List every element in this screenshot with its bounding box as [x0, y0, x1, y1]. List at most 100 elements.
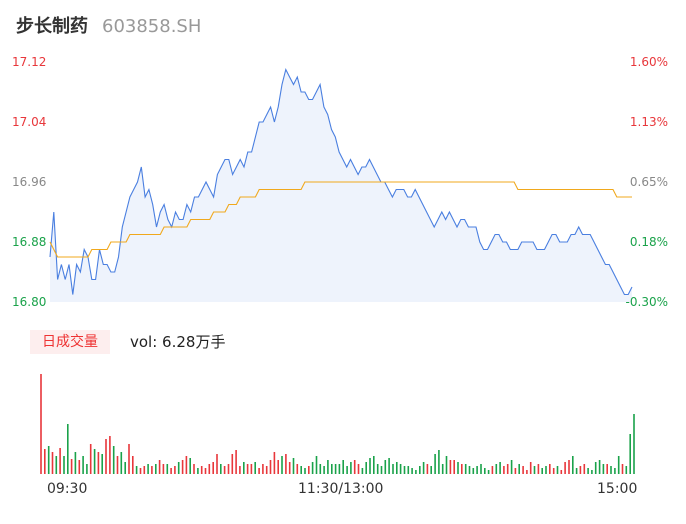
volume-bar — [155, 464, 157, 474]
volume-bar — [415, 470, 417, 474]
volume-bar — [376, 464, 379, 474]
volume-bar — [499, 462, 501, 474]
volume-bar — [223, 466, 226, 474]
volume-bar — [552, 468, 555, 474]
volume-bar — [216, 454, 218, 474]
volume-bar — [327, 460, 329, 474]
volume-bar — [403, 466, 406, 474]
y-tick-left: 16.80 — [12, 295, 46, 309]
volume-bar — [105, 439, 107, 474]
volume-bar — [185, 456, 188, 474]
volume-bar — [575, 468, 578, 474]
volume-bar — [591, 470, 593, 474]
volume-bar — [254, 462, 256, 474]
volume-bar — [476, 466, 478, 474]
volume-bar — [246, 464, 249, 474]
volume-bar — [70, 459, 73, 474]
volume-bar — [44, 449, 46, 474]
volume-bar — [549, 464, 551, 474]
volume-bar — [334, 464, 337, 474]
volume-bar — [617, 456, 620, 474]
volume-bar — [174, 466, 176, 474]
volume-bar — [350, 462, 352, 474]
volume-bar — [411, 468, 413, 474]
y-tick-right: 0.65% — [630, 175, 668, 189]
volume-bar — [67, 424, 69, 474]
price-chart: 17.12 17.04 16.96 16.88 16.80 1.60% 1.13% 0.65%… — [12, 55, 668, 309]
volume-bar — [212, 462, 214, 474]
volume-bar — [526, 470, 528, 474]
volume-bar — [323, 466, 325, 474]
volume-bar — [510, 460, 513, 474]
volume-bar — [503, 466, 505, 474]
volume-bar — [572, 456, 574, 474]
volume-bar — [541, 468, 543, 474]
volume-bar — [484, 468, 486, 474]
volume-bar — [269, 460, 272, 474]
volume-bar — [258, 468, 260, 474]
volume-bar — [101, 454, 103, 474]
volume-bar — [78, 460, 81, 474]
stock-code: 603858.SH — [102, 16, 202, 37]
volume-bar — [495, 464, 498, 474]
volume-bar — [166, 464, 169, 474]
volume-bar — [560, 470, 563, 474]
volume-bar — [311, 462, 314, 474]
volume-bar — [487, 470, 490, 474]
volume-bar — [438, 450, 440, 474]
volume-bar — [109, 436, 111, 474]
volume-bar — [445, 456, 448, 474]
volume-bar — [614, 468, 616, 474]
volume-bar — [296, 464, 299, 474]
volume-bar — [396, 462, 398, 474]
header: 步长制药 603858.SH — [16, 12, 201, 38]
volume-bar — [189, 458, 191, 474]
volume-bar — [82, 456, 84, 474]
volume-bar — [116, 456, 119, 474]
volume-bar — [197, 468, 199, 474]
y-tick-right: 1.13% — [630, 115, 668, 129]
volume-bar — [300, 466, 302, 474]
volume-bar — [74, 452, 77, 474]
volume-bar — [514, 468, 517, 474]
y-tick-right: 1.60% — [630, 55, 668, 69]
volume-tab[interactable]: 日成交量 — [30, 330, 110, 354]
volume-bar — [491, 466, 494, 474]
volume-bar — [112, 446, 115, 474]
volume-bar — [621, 464, 624, 474]
volume-bar — [86, 464, 88, 474]
volume-bar — [407, 466, 410, 474]
volume-readout: vol: 6.28万手 — [130, 333, 226, 351]
y-tick-left: 17.04 — [12, 115, 46, 129]
y-tick-right: -0.30% — [626, 295, 668, 309]
volume-bar — [181, 460, 184, 474]
volume-bar — [434, 454, 436, 474]
volume-bar — [594, 462, 597, 474]
y-tick-left: 17.12 — [12, 55, 46, 69]
volume-bar — [304, 468, 306, 474]
volume-bar — [426, 464, 429, 474]
volume-bar — [480, 464, 482, 474]
volume-bar — [419, 466, 421, 474]
volume-bar — [468, 466, 471, 474]
volume-bar — [629, 434, 631, 474]
volume-bar — [143, 466, 146, 474]
stock-name: 步长制药 — [16, 16, 88, 37]
volume-bar — [204, 468, 207, 474]
volume-bar — [97, 452, 100, 474]
volume-bar — [602, 464, 605, 474]
volume-bar — [308, 466, 310, 474]
volume-bar — [380, 466, 383, 474]
volume-bar — [227, 464, 230, 474]
volume-bar — [598, 460, 601, 474]
volume-bar — [461, 464, 463, 474]
time-label-open: 09:30 — [47, 481, 88, 497]
volume-bar — [533, 466, 536, 474]
volume-bar — [277, 460, 279, 474]
volume-bar — [132, 456, 134, 474]
volume-bar — [262, 464, 264, 474]
volume-bar — [135, 466, 138, 474]
volume-bar — [162, 464, 165, 474]
volume-bar — [292, 458, 295, 474]
volume-bar — [338, 464, 341, 474]
